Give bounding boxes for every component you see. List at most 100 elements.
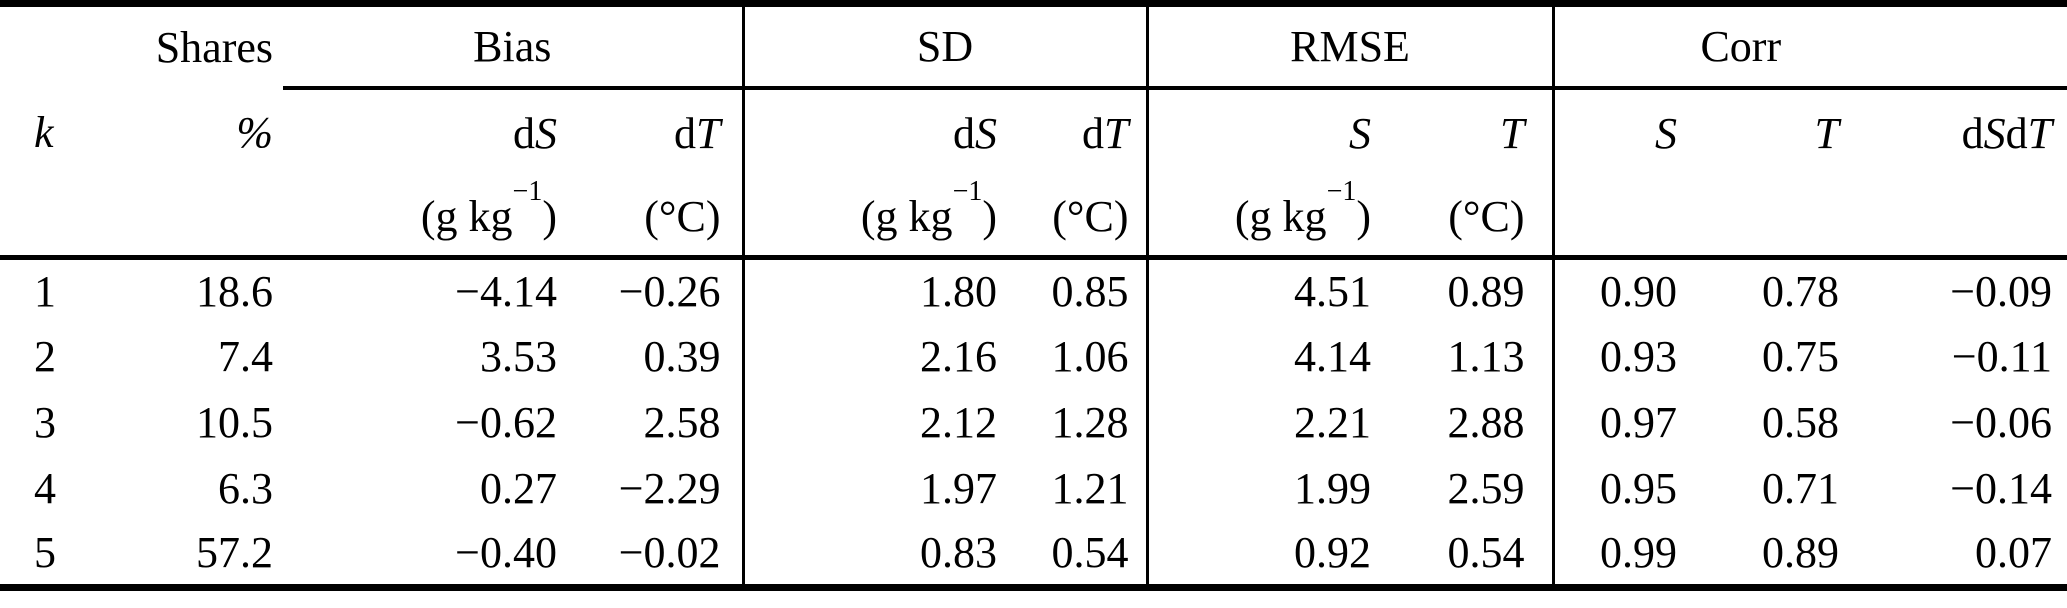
- cell-share: 7.4: [218, 332, 273, 381]
- var-S: S: [1983, 109, 2006, 158]
- unit-bias-ds: (g kg−1): [283, 176, 563, 260]
- cell-corr-dsdt: −0.11: [1951, 332, 2053, 381]
- var-T: T: [696, 109, 721, 158]
- col-header-sd-dt: dT: [1005, 88, 1147, 178]
- units-row: (g kg−1) (°C) (g kg−1) (°C) (g kg−1) (°C…: [0, 176, 2067, 260]
- differential-d: d: [2005, 109, 2028, 158]
- group-header-rmse: RMSE: [1145, 3, 1554, 90]
- cell-corr-s: 0.99: [1551, 521, 1684, 588]
- cell-bias-ds: −0.62: [455, 398, 557, 447]
- unit-gkg-exp: −1: [1326, 176, 1357, 208]
- cell-sd-dt: 1.06: [1051, 332, 1129, 381]
- cell-sd-ds: 2.12: [741, 389, 1006, 456]
- cell-k: 1: [34, 267, 56, 317]
- unit-gkg-exp: −1: [952, 176, 983, 208]
- unit-spacer: [1845, 177, 2067, 260]
- cell-rmse-s: 4.14: [1145, 323, 1378, 390]
- cell-corr-s: 0.93: [1551, 323, 1684, 390]
- col-header-bias-dt: dT: [563, 88, 743, 178]
- cell-share: 18.6: [196, 267, 273, 317]
- unit-bias-dt: (°C): [563, 177, 744, 260]
- unit-gkg-post: ): [982, 191, 998, 241]
- differential-d: d: [1961, 109, 1984, 158]
- cell-corr-dsdt: 0.07: [1975, 528, 2053, 578]
- cell-bias-ds: −4.14: [455, 267, 557, 317]
- cell-sd-dt: 0.54: [1051, 528, 1129, 578]
- group-header-corr: Corr: [1551, 3, 2067, 90]
- cell-bias-dt: −0.02: [618, 528, 721, 578]
- cell-corr-t: 0.89: [1762, 528, 1840, 578]
- cell-share: 10.5: [196, 398, 273, 447]
- col-header-k: k: [34, 108, 54, 157]
- table-row: 3 10.5 −0.62 2.58 2.12 1.28 2.21 2.88 0.…: [0, 389, 2067, 456]
- group-header-row: Shares Bias SD RMSE Corr: [0, 3, 2067, 90]
- cell-corr-s: 0.95: [1551, 455, 1684, 522]
- cell-share: 6.3: [218, 464, 273, 513]
- table-row: 5 57.2 −0.40 −0.02 0.83 0.54 0.92 0.54 0…: [0, 521, 2067, 588]
- unit-spacer: [1551, 177, 1684, 260]
- cell-bias-dt: −0.26: [618, 267, 721, 317]
- cell-rmse-s: 0.92: [1145, 521, 1378, 588]
- symbol-header-row: k % dS dT dS dT S T S T dSdT: [0, 87, 2067, 178]
- col-header-bias-ds: dS: [283, 88, 563, 178]
- var-T: T: [1104, 109, 1129, 158]
- differential-d: d: [953, 109, 976, 158]
- var-S: S: [975, 109, 998, 158]
- cell-bias-dt: 2.58: [643, 398, 721, 447]
- error-statistics-table: Shares Bias SD RMSE Corr k % dS dT dS dT…: [0, 0, 2067, 591]
- col-header-corr-t: T: [1814, 109, 1840, 158]
- cell-bias-dt: 0.39: [643, 332, 721, 381]
- cell-k: 2: [34, 332, 56, 381]
- unit-rmse-s: (g kg−1): [1145, 176, 1378, 260]
- cell-rmse-s: 1.99: [1145, 455, 1378, 522]
- var-S: S: [535, 109, 557, 158]
- cell-sd-dt: 0.85: [1051, 267, 1129, 317]
- cell-corr-dsdt: −0.14: [1950, 464, 2053, 513]
- group-header-shares: Shares: [155, 22, 273, 72]
- cell-rmse-t: 1.13: [1447, 332, 1525, 381]
- unit-gkg-pre: (g kg: [420, 191, 513, 241]
- cell-rmse-t: 2.88: [1447, 398, 1525, 447]
- cell-rmse-s: 4.51: [1145, 257, 1378, 324]
- cell-rmse-t: 2.59: [1447, 464, 1525, 513]
- cell-corr-s: 0.90: [1551, 257, 1684, 324]
- unit-gkg-pre: (g kg: [1234, 191, 1327, 241]
- cell-bias-ds: 3.53: [480, 332, 557, 381]
- cell-corr-dsdt: −0.06: [1950, 398, 2053, 447]
- unit-spacer: [90, 177, 283, 260]
- cell-corr-s: 0.97: [1551, 389, 1684, 456]
- cell-bias-ds: −0.40: [455, 528, 557, 578]
- cell-bias-ds: 0.27: [480, 464, 557, 513]
- cell-sd-ds: 1.80: [741, 257, 1006, 324]
- unit-spacer: [0, 177, 90, 260]
- differential-d: d: [1082, 109, 1105, 158]
- differential-d: d: [674, 109, 697, 158]
- unit-gkg-post: ): [1356, 191, 1372, 241]
- cell-corr-t: 0.58: [1762, 398, 1840, 447]
- unit-spacer: [1683, 177, 1846, 260]
- unit-sd-ds: (g kg−1): [741, 176, 1006, 260]
- cell-sd-dt: 1.28: [1051, 398, 1129, 447]
- cell-rmse-s: 2.21: [1145, 389, 1378, 456]
- cell-rmse-t: 0.89: [1447, 267, 1525, 317]
- cell-share: 57.2: [196, 528, 273, 578]
- cell-k: 4: [34, 464, 56, 513]
- cell-corr-dsdt: −0.09: [1950, 267, 2053, 317]
- differential-d: d: [513, 109, 535, 158]
- cell-rmse-t: 0.54: [1447, 528, 1525, 578]
- unit-rmse-t: (°C): [1377, 177, 1554, 260]
- col-header-rmse-t: T: [1500, 109, 1525, 158]
- col-header-rmse-s: S: [1145, 87, 1378, 178]
- cell-bias-dt: −2.29: [618, 464, 721, 513]
- var-T: T: [2027, 109, 2053, 158]
- col-header-corr-s: S: [1551, 87, 1684, 178]
- cell-corr-t: 0.75: [1762, 332, 1840, 381]
- table-row: 1 18.6 −4.14 −0.26 1.80 0.85 4.51 0.89 0…: [0, 257, 2067, 324]
- cell-corr-t: 0.78: [1762, 267, 1840, 317]
- cell-k: 3: [34, 398, 56, 447]
- cell-sd-ds: 2.16: [741, 323, 1006, 390]
- cell-sd-ds: 0.83: [741, 521, 1006, 588]
- col-header-corr-dsdt: dSdT: [1845, 88, 2067, 178]
- cell-sd-dt: 1.21: [1051, 464, 1129, 513]
- unit-gkg-exp: −1: [512, 176, 543, 208]
